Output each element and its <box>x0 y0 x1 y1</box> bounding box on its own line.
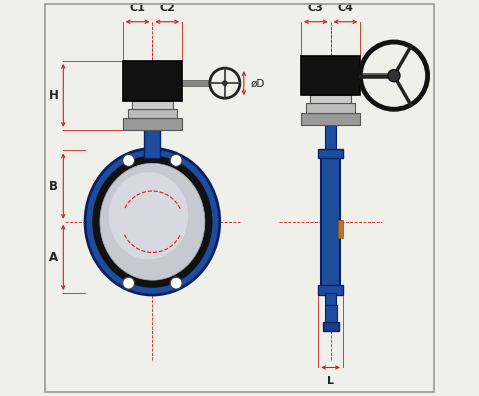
Text: øD: øD <box>251 78 265 88</box>
Circle shape <box>223 81 227 86</box>
Bar <box>360 73 394 78</box>
Text: H: H <box>48 89 58 102</box>
Text: A: A <box>49 251 58 264</box>
Circle shape <box>170 154 182 166</box>
Circle shape <box>170 277 182 289</box>
Circle shape <box>123 277 135 289</box>
Ellipse shape <box>109 172 188 259</box>
Text: B: B <box>49 180 58 192</box>
Ellipse shape <box>100 163 205 280</box>
Bar <box>325 293 336 305</box>
Text: C3: C3 <box>308 3 324 13</box>
Bar <box>132 101 173 109</box>
Bar <box>306 103 355 113</box>
Bar <box>182 80 210 86</box>
Text: C4: C4 <box>337 3 354 13</box>
Bar <box>319 285 343 295</box>
Bar <box>128 109 177 118</box>
Text: C1: C1 <box>130 3 146 13</box>
Bar <box>145 130 160 158</box>
Bar <box>338 220 343 238</box>
Bar <box>325 305 337 323</box>
Bar <box>123 118 182 130</box>
Text: C2: C2 <box>160 3 175 13</box>
Bar <box>319 148 343 158</box>
Circle shape <box>123 154 135 166</box>
Bar <box>310 95 351 103</box>
Bar <box>301 113 360 125</box>
Circle shape <box>388 70 400 82</box>
Bar <box>321 154 340 289</box>
Bar <box>325 125 336 148</box>
Text: L: L <box>327 376 334 386</box>
Bar <box>123 61 182 101</box>
Ellipse shape <box>93 156 212 287</box>
Bar <box>323 322 339 331</box>
Ellipse shape <box>85 148 220 295</box>
Bar <box>301 56 360 95</box>
